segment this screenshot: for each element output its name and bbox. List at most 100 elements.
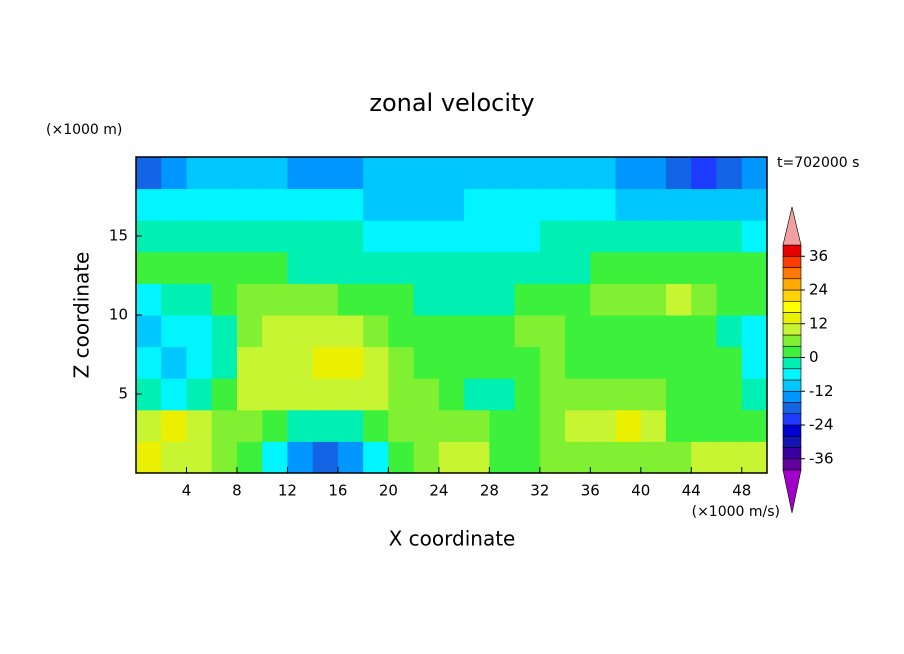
field-cell — [615, 251, 642, 284]
field-cell — [363, 378, 389, 411]
field-cell — [438, 251, 465, 284]
field-cell — [464, 315, 490, 348]
field-cell — [438, 220, 465, 253]
field-cell — [489, 188, 516, 221]
field-cell — [136, 188, 162, 221]
x-tick-label: 40 — [631, 482, 650, 500]
y-axis-label: Z coordinate — [70, 252, 94, 379]
field-cell — [161, 346, 187, 379]
field-cell — [615, 378, 642, 411]
field-cell — [136, 251, 162, 284]
colorbar-box — [782, 267, 802, 280]
field-cell — [388, 251, 415, 284]
field-cell — [590, 346, 617, 379]
colorbar-box — [782, 424, 802, 437]
field-cell — [363, 220, 389, 253]
field-cell — [716, 378, 743, 411]
field-cell — [211, 283, 238, 316]
field-cell — [312, 220, 339, 253]
field-cell — [312, 409, 339, 442]
field-cell — [640, 346, 667, 379]
colorbar-box — [782, 390, 802, 403]
x-tick-label: 48 — [732, 482, 751, 500]
colorbar-box — [782, 345, 802, 358]
field-cell — [413, 251, 440, 284]
time-label: t=702000 s — [777, 155, 859, 171]
field-cell — [691, 157, 718, 190]
field-cell — [565, 346, 591, 379]
field-cell — [716, 346, 743, 379]
colorbar-box — [782, 255, 802, 268]
field-cell — [514, 220, 541, 253]
field-cell — [539, 157, 566, 190]
field-cell — [438, 409, 465, 442]
field-cell — [464, 378, 490, 411]
colorbar-box — [782, 323, 802, 336]
field-cell — [262, 378, 288, 411]
field-cell — [211, 220, 238, 253]
field-cell — [615, 220, 642, 253]
colorbar-box — [782, 379, 802, 392]
field-cell — [691, 315, 718, 348]
field-cell — [363, 157, 389, 190]
field-cell — [337, 188, 364, 221]
y-tick-label: 15 — [109, 227, 128, 245]
field-cell — [489, 283, 516, 316]
field-cell — [716, 283, 743, 316]
field-cell — [464, 346, 490, 379]
field-cell — [287, 409, 314, 442]
field-cell — [337, 378, 364, 411]
field-cell — [186, 315, 213, 348]
field-cell — [312, 251, 339, 284]
field-cell — [666, 251, 692, 284]
field-cell — [666, 157, 692, 190]
field-cell — [691, 346, 718, 379]
field-cell — [363, 409, 389, 442]
x-tick-label: 28 — [480, 482, 499, 500]
field-cell — [262, 251, 288, 284]
field-cell — [211, 188, 238, 221]
field-cell — [590, 283, 617, 316]
field-cell — [337, 346, 364, 379]
colorbar-tick-label: 24 — [809, 281, 828, 299]
field-cell — [136, 157, 162, 190]
field-cell — [287, 157, 314, 190]
colorbar-box — [782, 447, 802, 460]
colorbar-box — [782, 244, 802, 257]
field-cell — [741, 157, 768, 190]
field-cell — [136, 283, 162, 316]
field-cell — [186, 441, 213, 474]
field-cell — [565, 441, 591, 474]
field-cell — [666, 220, 692, 253]
field-cell — [691, 441, 718, 474]
field-cell — [615, 409, 642, 442]
field-cell — [186, 346, 213, 379]
field-cell — [640, 378, 667, 411]
colorbar-box — [782, 402, 802, 415]
field-cell — [489, 441, 516, 474]
field-cell — [337, 251, 364, 284]
field-cell — [539, 409, 566, 442]
field-cell — [539, 441, 566, 474]
field-cell — [211, 441, 238, 474]
field-cell — [438, 441, 465, 474]
x-unit: (×1000 m/s) — [692, 504, 780, 520]
field-cell — [615, 188, 642, 221]
field-cell — [464, 157, 490, 190]
colorbar-box — [782, 312, 802, 325]
x-axis-label: X coordinate — [389, 527, 516, 551]
field-cell — [590, 409, 617, 442]
field-cell — [539, 220, 566, 253]
field-cell — [741, 283, 768, 316]
colorbar-box — [782, 357, 802, 370]
field-cell — [514, 441, 541, 474]
x-tick-label: 32 — [530, 482, 549, 500]
y-tick-label: 10 — [109, 306, 128, 324]
field-cell — [565, 409, 591, 442]
field-cell — [691, 188, 718, 221]
field-cell — [312, 315, 339, 348]
colorbar-box — [782, 413, 802, 426]
field-cell — [287, 220, 314, 253]
field-cell — [161, 188, 187, 221]
